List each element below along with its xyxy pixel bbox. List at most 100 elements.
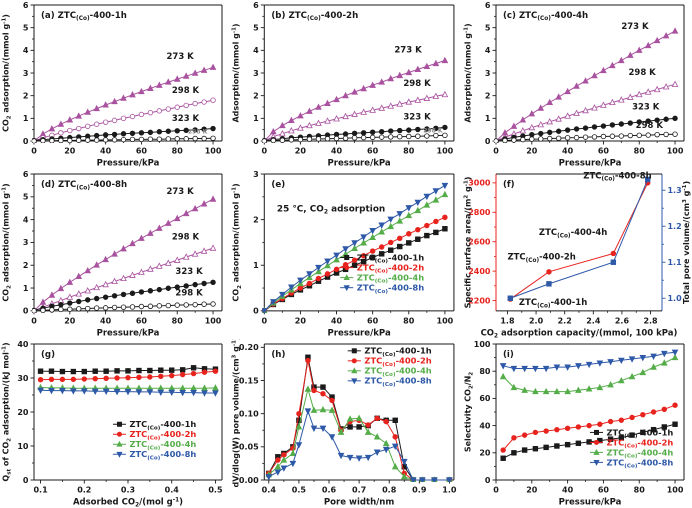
svg-text:100: 100 <box>436 316 453 325</box>
svg-text:Pressure/kPa: Pressure/kPa <box>97 328 160 338</box>
svg-text:3: 3 <box>485 69 491 78</box>
svg-text:60: 60 <box>598 147 610 156</box>
panel-c-chart: 0 20 40 60 80 100 0 1 2 3 4 5 6 Pressure/kPa Adsorptio… <box>464 1 685 169</box>
svg-text:6: 6 <box>485 1 491 10</box>
svg-text:20: 20 <box>479 449 491 458</box>
svg-text:ZTC(Co)-400-8h: ZTC(Co)-400-8h <box>607 457 674 469</box>
svg-text:5: 5 <box>253 23 259 32</box>
svg-text:0.6: 0.6 <box>322 486 337 495</box>
svg-text:40: 40 <box>100 147 112 156</box>
svg-text:0.3: 0.3 <box>121 486 135 495</box>
svg-text:2600: 2600 <box>468 237 491 246</box>
svg-text:298 K: 298 K <box>636 121 664 131</box>
svg-text:2: 2 <box>253 215 259 224</box>
panel-b-chart: 0 20 40 60 80 100 0 1 2 3 4 5 6 Pressure/kPa Adsorptio… <box>232 1 455 168</box>
svg-text:0.8: 0.8 <box>382 486 397 495</box>
svg-text:2200: 2200 <box>468 296 491 305</box>
svg-text:60: 60 <box>367 316 379 325</box>
svg-text:100: 100 <box>436 147 453 156</box>
svg-text:Selectivity CO2/N2: Selectivity CO2/N2 <box>464 372 475 453</box>
svg-text:3: 3 <box>23 69 29 78</box>
svg-text:60: 60 <box>479 394 491 403</box>
svg-text:1.1: 1.1 <box>668 258 683 267</box>
svg-text:0: 0 <box>493 147 499 156</box>
svg-text:30: 30 <box>17 374 29 383</box>
svg-text:298 K: 298 K <box>172 233 200 243</box>
svg-text:298 K: 298 K <box>172 86 200 96</box>
svg-text:298 K: 298 K <box>188 128 208 135</box>
svg-text:100: 100 <box>667 486 684 495</box>
svg-text:100: 100 <box>205 147 222 156</box>
svg-text:(h): (h) <box>271 350 285 360</box>
svg-text:(i): (i) <box>503 350 514 360</box>
svg-text:dV/dlog(W) pore volume/(cm3 g-: dV/dlog(W) pore volume/(cm3 g-1) <box>232 339 241 488</box>
svg-text:2400: 2400 <box>468 267 491 276</box>
svg-text:5: 5 <box>485 23 491 32</box>
svg-text:100: 100 <box>667 147 684 156</box>
svg-text:323 K: 323 K <box>172 114 200 124</box>
svg-text:6: 6 <box>23 170 29 179</box>
panel-g-chart: 0.1 0.2 0.3 0.4 0.5 0 10 20 30 40 Adsorbed CO2/(mo… <box>2 340 223 508</box>
svg-text:0.4: 0.4 <box>262 486 277 495</box>
panel-f-chart: 1.8 2.0 2.2 2.4 2.6 2.8 2200 2400 2600 2800 3000 1.… <box>464 171 691 339</box>
svg-text:4: 4 <box>485 46 491 55</box>
svg-text:40: 40 <box>562 486 574 495</box>
svg-text:80: 80 <box>403 316 415 325</box>
svg-text:0.10: 0.10 <box>239 409 259 418</box>
svg-text:2.6: 2.6 <box>615 316 630 325</box>
svg-text:5: 5 <box>23 193 29 202</box>
svg-text:0.5: 0.5 <box>208 486 223 495</box>
svg-text:100: 100 <box>205 316 222 325</box>
svg-text:0.05: 0.05 <box>239 443 259 452</box>
svg-text:ZTC(Co)-400-1h: ZTC(Co)-400-1h <box>129 419 196 431</box>
svg-text:6: 6 <box>253 1 259 10</box>
svg-text:1: 1 <box>23 114 29 123</box>
svg-text:Total pore volume/(cm3 g-1): Total pore volume/(cm3 g-1) <box>682 181 691 304</box>
svg-text:323 K: 323 K <box>175 267 203 277</box>
svg-text:0.7: 0.7 <box>352 486 366 495</box>
svg-text:Adsorbed CO2/(mol g-1): Adsorbed CO2/(mol g-1) <box>73 498 183 508</box>
panel-d-chart: 0 20 40 60 80 100 0 1 2 3 4 5 6 Pressure/kPa CO2 adsor… <box>2 170 223 338</box>
svg-text:20: 20 <box>64 316 76 325</box>
svg-text:ZTC(Co)-400-8h: ZTC(Co)-400-8h <box>129 449 196 461</box>
svg-text:3: 3 <box>253 170 259 179</box>
svg-text:273 K: 273 K <box>166 52 194 62</box>
svg-text:ZTC(Co)-400-2h: ZTC(Co)-400-2h <box>129 429 196 441</box>
panel-c: 0 20 40 60 80 100 0 1 2 3 4 5 6 Pressure/kPa Adsorptio… <box>462 0 692 169</box>
svg-text:ZTC(Co)-400-1h: ZTC(Co)-400-1h <box>364 346 431 358</box>
svg-text:0.1: 0.1 <box>33 486 48 495</box>
panel-h-chart: 0.4 0.5 0.6 0.7 0.8 0.9 1.0 0.00 0.05 0.10 0.15 0.2… <box>232 339 457 507</box>
svg-text:80: 80 <box>172 147 184 156</box>
svg-text:0.9: 0.9 <box>412 486 427 495</box>
svg-text:3000: 3000 <box>468 179 491 188</box>
svg-text:40: 40 <box>331 147 343 156</box>
panel-g: 0.1 0.2 0.3 0.4 0.5 0 10 20 30 40 Adsorbed CO2/(mo… <box>0 339 230 508</box>
svg-text:ZTC(Co)-400-8h: ZTC(Co)-400-8h <box>357 283 424 295</box>
svg-text:80: 80 <box>479 367 491 376</box>
svg-text:298 K: 298 K <box>423 127 443 134</box>
svg-text:0: 0 <box>485 476 491 485</box>
svg-text:Pressure/kPa: Pressure/kPa <box>559 498 622 508</box>
svg-text:(c) ZTC(Co)-400-4h: (c) ZTC(Co)-400-4h <box>503 11 588 22</box>
svg-text:ZTC(Co)-400-1h: ZTC(Co)-400-1h <box>519 298 587 309</box>
svg-text:Pressure/kPa: Pressure/kPa <box>97 159 160 169</box>
svg-text:4: 4 <box>253 46 259 55</box>
svg-text:0: 0 <box>485 137 491 146</box>
svg-text:ZTC(Co)-400-2h: ZTC(Co)-400-2h <box>507 253 575 264</box>
svg-text:CO2 adsorption/(mmol g-1): CO2 adsorption/(mmol g-1) <box>2 14 13 132</box>
svg-text:1.0: 1.0 <box>442 486 457 495</box>
svg-text:273 K: 273 K <box>621 22 649 32</box>
svg-text:1: 1 <box>253 261 259 270</box>
svg-text:40: 40 <box>17 340 29 349</box>
svg-text:2.0: 2.0 <box>529 316 544 325</box>
svg-text:2: 2 <box>253 91 259 100</box>
svg-text:0: 0 <box>23 137 29 146</box>
panel-b: 0 20 40 60 80 100 0 1 2 3 4 5 6 Pressure/kPa Adsorptio… <box>230 0 462 169</box>
svg-text:0.5: 0.5 <box>292 486 307 495</box>
svg-text:Qst of CO2 adsorption/(kJ mol-: Qst of CO2 adsorption/(kJ mol-1) <box>2 342 13 481</box>
svg-text:40: 40 <box>562 147 574 156</box>
svg-text:ZTC(Co)-400-8h: ZTC(Co)-400-8h <box>364 376 431 388</box>
svg-text:4: 4 <box>23 215 29 224</box>
panel-e: 0 20 40 60 80 100 0 1 2 3 Pressure/kPa CO2 adsorpti… <box>230 169 462 339</box>
